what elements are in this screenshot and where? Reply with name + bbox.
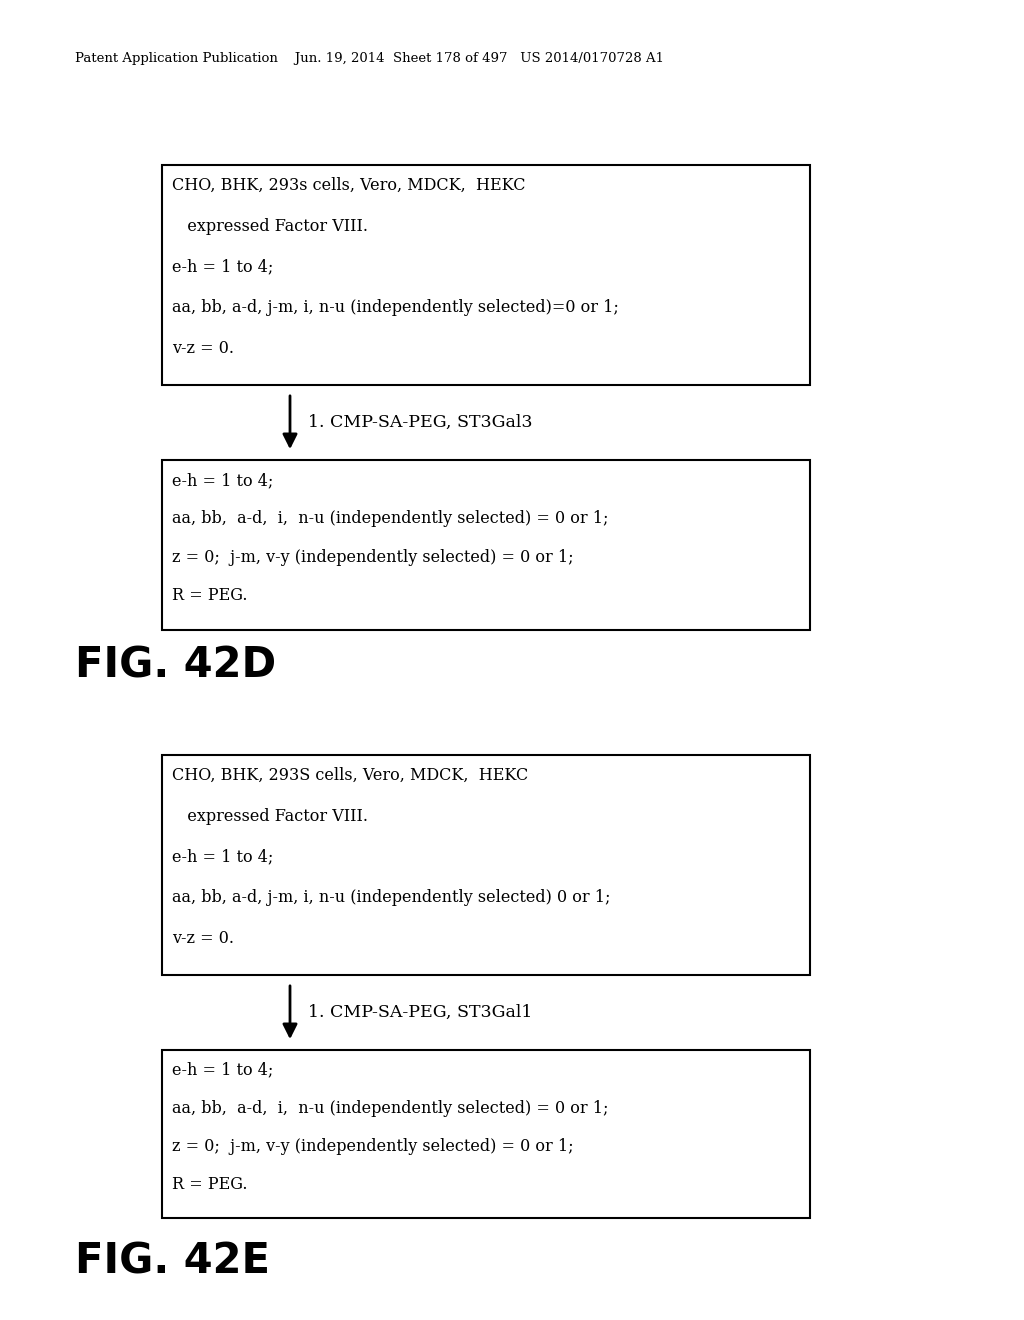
Text: expressed Factor VIII.: expressed Factor VIII.	[172, 808, 368, 825]
Text: R = PEG.: R = PEG.	[172, 1176, 248, 1193]
Text: aa, bb,  a-d,  i,  n-u (independently selected) = 0 or 1;: aa, bb, a-d, i, n-u (independently selec…	[172, 1100, 608, 1117]
Bar	[162, 1049, 810, 1218]
Text: CHO, BHK, 293S cells, Vero, MDCK,  HEKC: CHO, BHK, 293S cells, Vero, MDCK, HEKC	[172, 767, 528, 784]
Text: R = PEG.: R = PEG.	[172, 587, 248, 605]
Text: expressed Factor VIII.: expressed Factor VIII.	[172, 218, 368, 235]
Bar	[162, 755, 810, 975]
Text: aa, bb,  a-d,  i,  n-u (independently selected) = 0 or 1;: aa, bb, a-d, i, n-u (independently selec…	[172, 511, 608, 528]
Text: v-z = 0.: v-z = 0.	[172, 341, 234, 358]
Text: z = 0;  j-m, v-y (independently selected) = 0 or 1;: z = 0; j-m, v-y (independently selected)…	[172, 549, 573, 566]
Text: z = 0;  j-m, v-y (independently selected) = 0 or 1;: z = 0; j-m, v-y (independently selected)…	[172, 1138, 573, 1155]
Bar	[162, 459, 810, 630]
Text: e-h = 1 to 4;: e-h = 1 to 4;	[172, 471, 273, 488]
Text: v-z = 0.: v-z = 0.	[172, 931, 234, 948]
Text: FIG. 42E: FIG. 42E	[75, 1239, 270, 1282]
Text: CHO, BHK, 293s cells, Vero, MDCK,  HEKC: CHO, BHK, 293s cells, Vero, MDCK, HEKC	[172, 177, 525, 194]
Text: Patent Application Publication    Jun. 19, 2014  Sheet 178 of 497   US 2014/0170: Patent Application Publication Jun. 19, …	[75, 51, 664, 65]
Text: e-h = 1 to 4;: e-h = 1 to 4;	[172, 259, 273, 276]
Text: aa, bb, a-d, j-m, i, n-u (independently selected) 0 or 1;: aa, bb, a-d, j-m, i, n-u (independently …	[172, 890, 610, 907]
Text: 1. CMP-SA-PEG, ST3Gal1: 1. CMP-SA-PEG, ST3Gal1	[308, 1005, 532, 1020]
Bar	[162, 165, 810, 385]
Text: e-h = 1 to 4;: e-h = 1 to 4;	[172, 849, 273, 866]
Text: e-h = 1 to 4;: e-h = 1 to 4;	[172, 1061, 273, 1078]
Text: 1. CMP-SA-PEG, ST3Gal3: 1. CMP-SA-PEG, ST3Gal3	[308, 414, 532, 432]
Text: FIG. 42D: FIG. 42D	[75, 645, 276, 686]
Text: aa, bb, a-d, j-m, i, n-u (independently selected)=0 or 1;: aa, bb, a-d, j-m, i, n-u (independently …	[172, 300, 618, 317]
